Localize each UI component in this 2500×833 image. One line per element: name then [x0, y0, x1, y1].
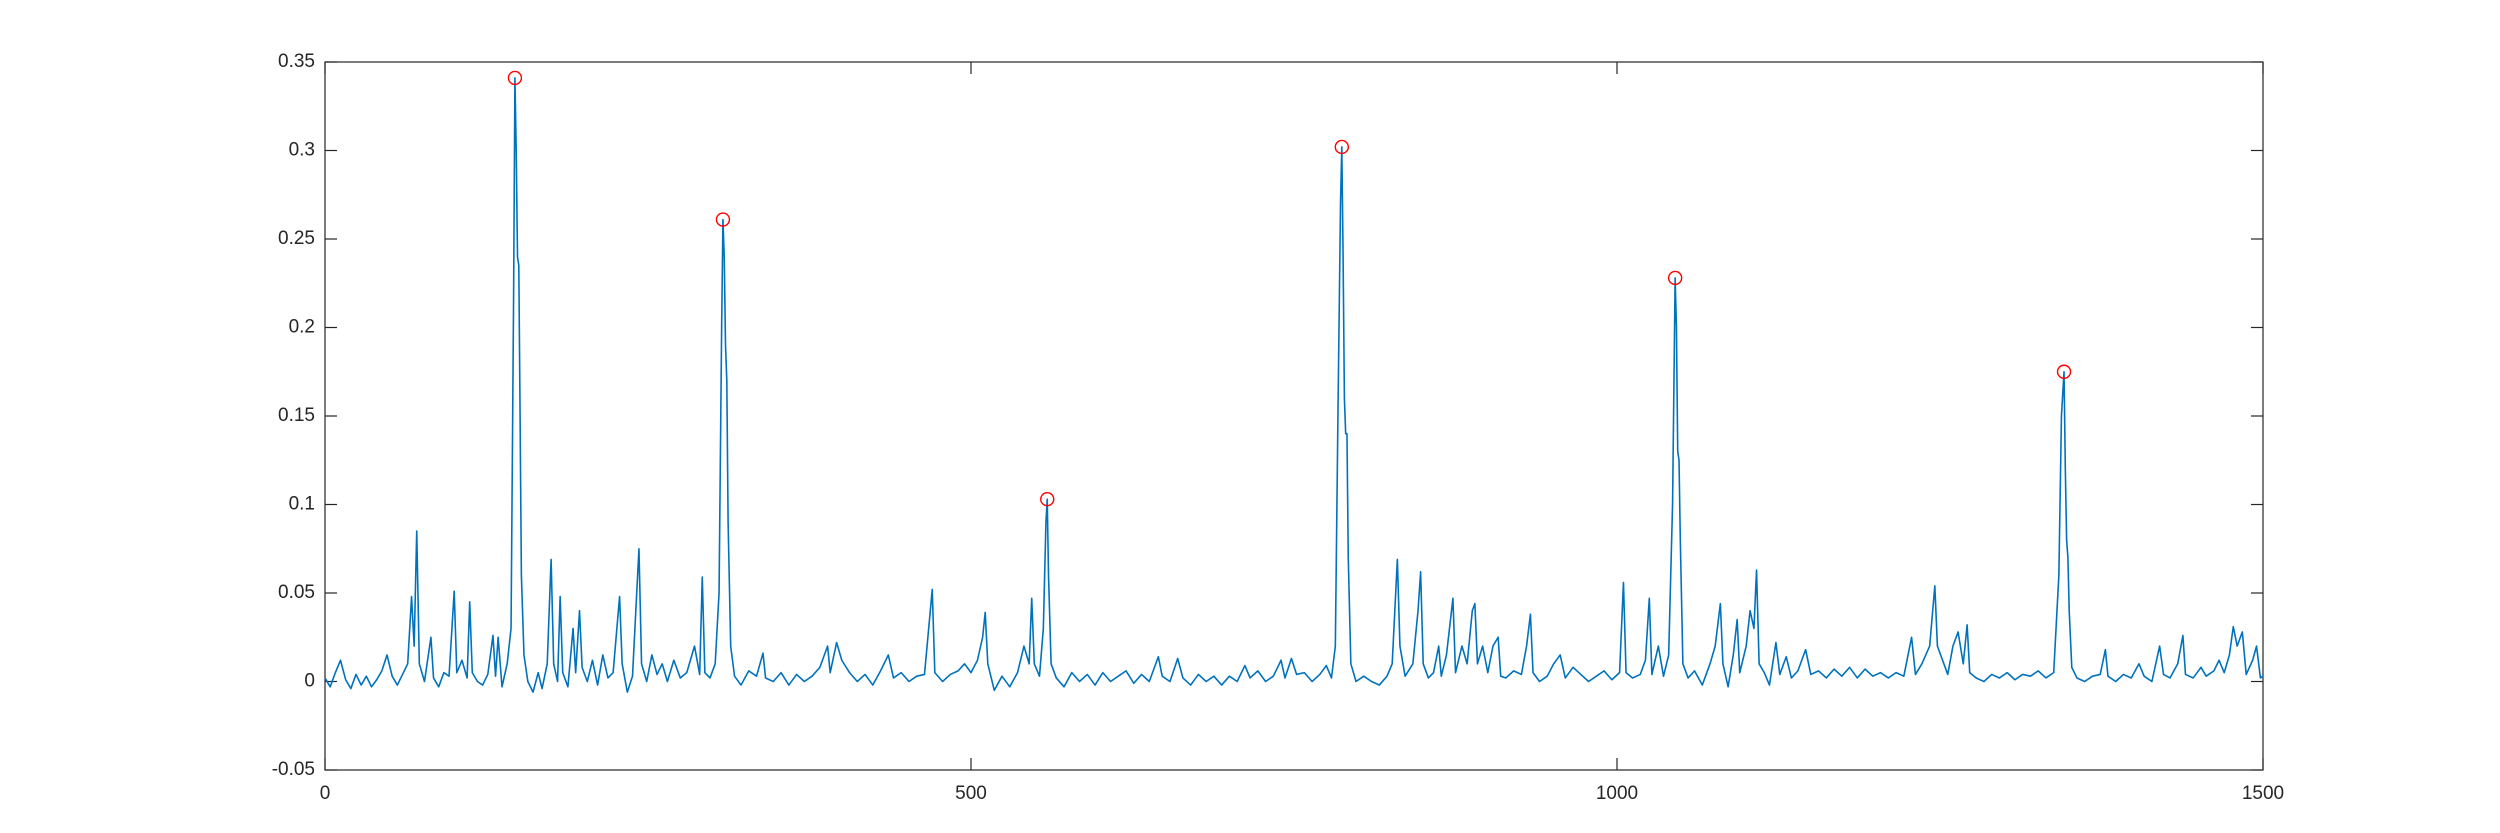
y-tick-label: 0: [304, 671, 315, 692]
y-tick-label: 0.2: [289, 317, 315, 338]
y-tick-label: 0.05: [278, 582, 315, 603]
y-tick-label: -0.05: [272, 759, 315, 780]
x-tick-label: 0: [320, 783, 331, 804]
x-tick-label: 500: [955, 783, 987, 804]
peak-marker: [1334, 139, 1350, 155]
peak-marker: [1040, 491, 1055, 507]
data-line: [324, 77, 2264, 693]
y-tick-label: 0.1: [289, 494, 315, 515]
peak-marker: [1667, 270, 1683, 286]
y-tick-label: 0.25: [278, 228, 315, 249]
peak-marker: [2056, 364, 2072, 379]
peak-marker: [507, 70, 523, 86]
x-tick-label: 1000: [1596, 783, 1638, 804]
peak-marker: [715, 212, 731, 227]
x-tick-label: 1500: [2242, 783, 2284, 804]
y-tick-label: 0.15: [278, 405, 315, 426]
y-tick-label: 0.3: [289, 140, 315, 161]
y-tick-label: 0.35: [278, 51, 315, 72]
